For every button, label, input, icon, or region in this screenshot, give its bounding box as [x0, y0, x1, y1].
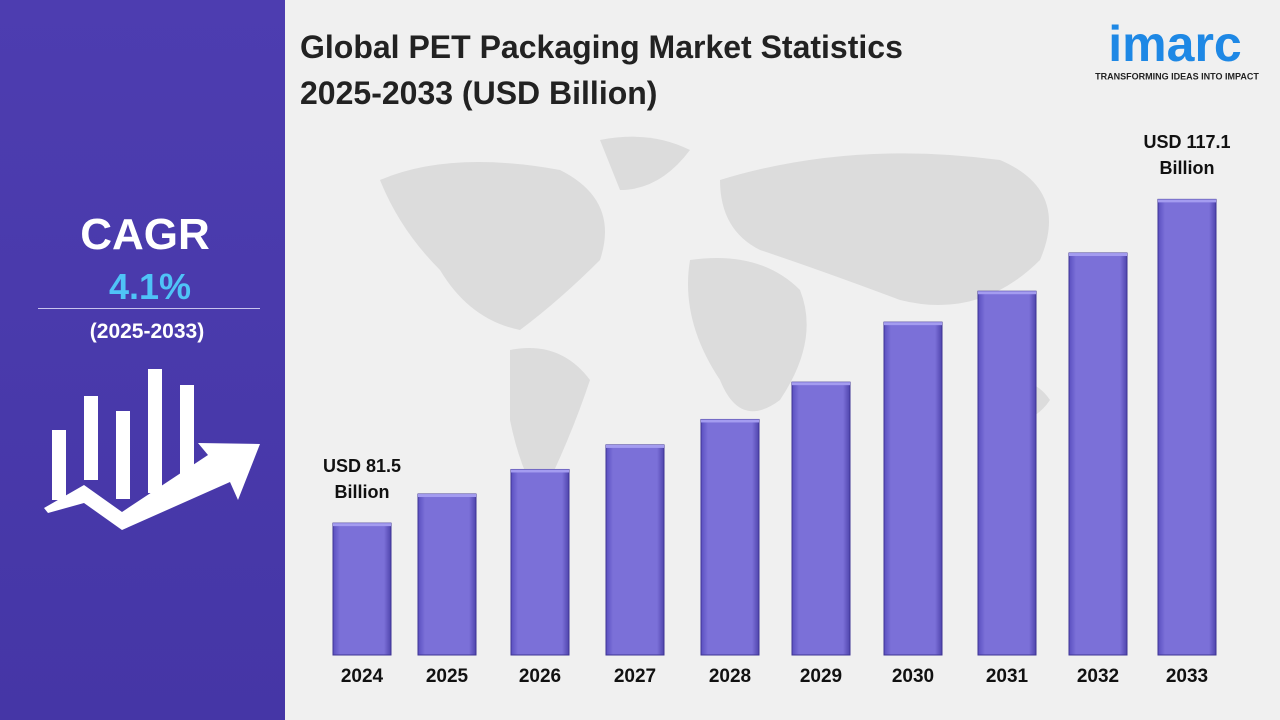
bar — [791, 381, 851, 656]
world-map — [380, 136, 1050, 500]
bar — [1157, 198, 1217, 656]
bar — [883, 321, 943, 656]
value-label: USD 81.5 Billion — [322, 456, 402, 503]
x-tick-label: 2032 — [1077, 666, 1119, 687]
bar — [977, 290, 1037, 656]
bar-cap — [511, 469, 569, 473]
bar-cap — [1158, 199, 1216, 203]
cagr-rate: 4.1% — [108, 266, 192, 307]
bar — [510, 468, 570, 656]
bar-cap — [1069, 253, 1127, 257]
x-tick-label: 2025 — [426, 666, 469, 687]
bar-cap — [418, 494, 476, 498]
bar — [700, 418, 760, 656]
bar — [332, 522, 392, 656]
chart-title: Global PET Packaging Market Statistics 20… — [300, 29, 903, 111]
bar-cap — [978, 291, 1036, 295]
cagr-label: CAGR — [80, 210, 210, 259]
bar — [605, 444, 665, 656]
x-tick-label: 2030 — [892, 666, 934, 687]
cagr-period: (2025-2033) — [89, 320, 205, 343]
value-label: USD 117.1 Billion — [1143, 132, 1231, 179]
x-tick-label: 2033 — [1166, 666, 1208, 687]
x-tick-label: 2031 — [986, 666, 1029, 687]
x-tick-label: 2026 — [519, 666, 561, 687]
bar-cap — [792, 382, 850, 386]
x-tick-label: 2027 — [614, 666, 656, 687]
bar — [417, 493, 477, 656]
sidebar: CAGR 4.1% (2025-2033) — [0, 0, 285, 720]
bar — [1068, 252, 1128, 656]
x-tick-label: 2029 — [800, 666, 842, 687]
x-tick-label: 2028 — [709, 666, 751, 687]
x-tick-label: 2024 — [341, 666, 384, 687]
logo-tagline: TRANSFORMING IDEAS INTO IMPACT — [1095, 71, 1259, 81]
growth-icon — [44, 369, 260, 530]
bar-cap — [333, 523, 391, 527]
bar-cap — [606, 444, 664, 448]
logo-name: imarc — [1108, 16, 1241, 72]
divider — [38, 308, 260, 309]
bar-cap — [701, 419, 759, 423]
bar-cap — [884, 322, 942, 326]
